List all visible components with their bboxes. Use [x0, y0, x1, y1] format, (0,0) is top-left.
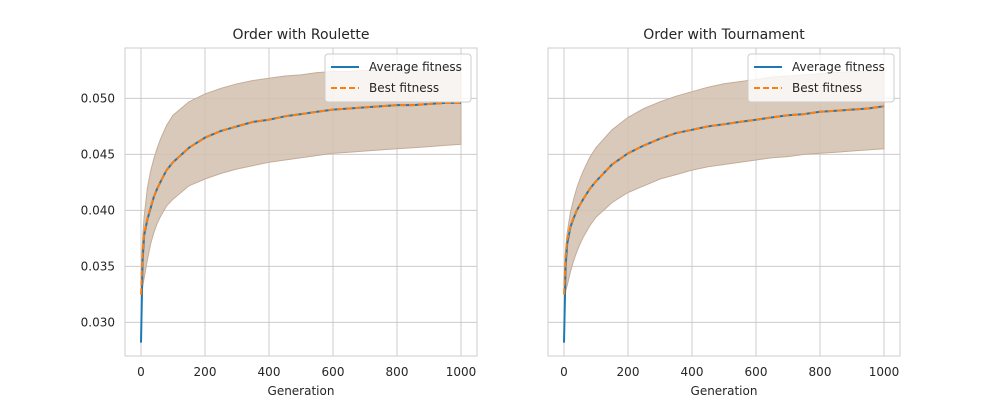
y-tick-label: 0.035 [81, 259, 115, 273]
legend-box [747, 53, 895, 103]
x-axis-label: Generation [691, 384, 758, 398]
x-tick-label: 200 [617, 365, 640, 379]
chart-title: Order with Tournament [643, 27, 805, 43]
fitness-range-band [563, 69, 885, 295]
legend-box [324, 53, 472, 103]
plot-frame [547, 47, 901, 357]
legend-best-fitness-label: Best fitness [792, 81, 862, 95]
y-tick-label: 0.045 [81, 147, 115, 161]
fitness-range-band [140, 67, 462, 295]
x-axis-label: Generation [268, 384, 335, 398]
x-tick-label: 1000 [446, 365, 477, 379]
chart-title: Order with Roulette [232, 27, 369, 43]
legend: Average fitness Best fitness [324, 53, 472, 103]
x-tick-label: 0 [560, 365, 568, 379]
y-tick-label: 0.040 [81, 203, 115, 217]
x-tick-label: 800 [809, 365, 832, 379]
plot-frame [124, 47, 478, 357]
x-tick-label: 600 [322, 365, 345, 379]
x-tick-label: 200 [194, 365, 217, 379]
legend-average-fitness-label: Average fitness [369, 60, 462, 74]
x-tick-label: 600 [745, 365, 768, 379]
x-tick-label: 0 [137, 365, 145, 379]
y-tick-label: 0.050 [81, 91, 115, 105]
x-tick-label: 400 [258, 365, 281, 379]
legend-average-fitness-label: Average fitness [792, 60, 885, 74]
chart-panel-1: 0 200 400 600 800 1000 0.030 0.035 0.040 0.045 0.0… [81, 27, 478, 398]
y-tick-label: 0.030 [81, 315, 115, 329]
best-fitness-line [140, 101, 461, 295]
x-tick-label: 400 [681, 365, 704, 379]
legend-best-fitness-label: Best fitness [369, 81, 439, 95]
legend: Average fitness Best fitness [747, 53, 895, 103]
x-tick-label: 1000 [869, 365, 900, 379]
x-tick-label: 800 [386, 365, 409, 379]
best-fitness-line [563, 105, 885, 295]
chart-panel-2: 0 200 400 600 800 1000 Order with Tournament Ge… [547, 27, 901, 398]
